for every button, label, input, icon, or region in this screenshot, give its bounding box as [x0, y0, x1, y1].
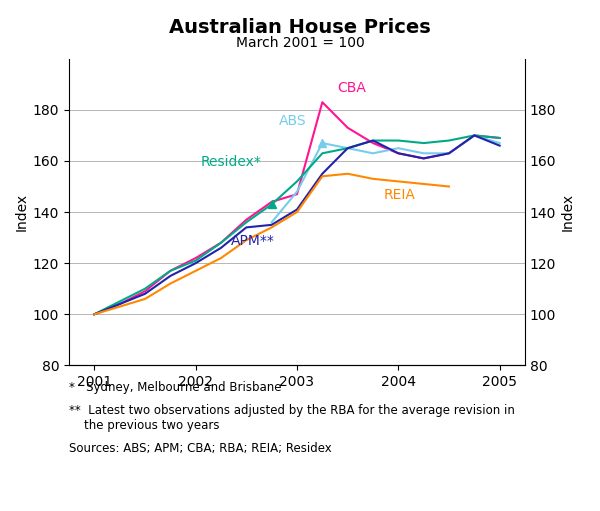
- Text: CBA: CBA: [338, 81, 367, 95]
- Text: Residex*: Residex*: [201, 155, 262, 169]
- Text: **  Latest two observations adjusted by the RBA for the average revision in
    : ** Latest two observations adjusted by t…: [69, 404, 515, 432]
- Text: Sources: ABS; APM; CBA; RBA; REIA; Residex: Sources: ABS; APM; CBA; RBA; REIA; Resid…: [69, 442, 332, 455]
- Text: APM**: APM**: [231, 234, 275, 248]
- Text: ABS: ABS: [279, 114, 307, 128]
- Y-axis label: Index: Index: [560, 193, 575, 231]
- Text: *   Sydney, Melbourne and Brisbane: * Sydney, Melbourne and Brisbane: [69, 381, 281, 393]
- Y-axis label: Index: Index: [14, 193, 29, 231]
- Text: March 2001 = 100: March 2001 = 100: [236, 36, 364, 50]
- Text: REIA: REIA: [383, 188, 415, 202]
- Text: Australian House Prices: Australian House Prices: [169, 18, 431, 37]
